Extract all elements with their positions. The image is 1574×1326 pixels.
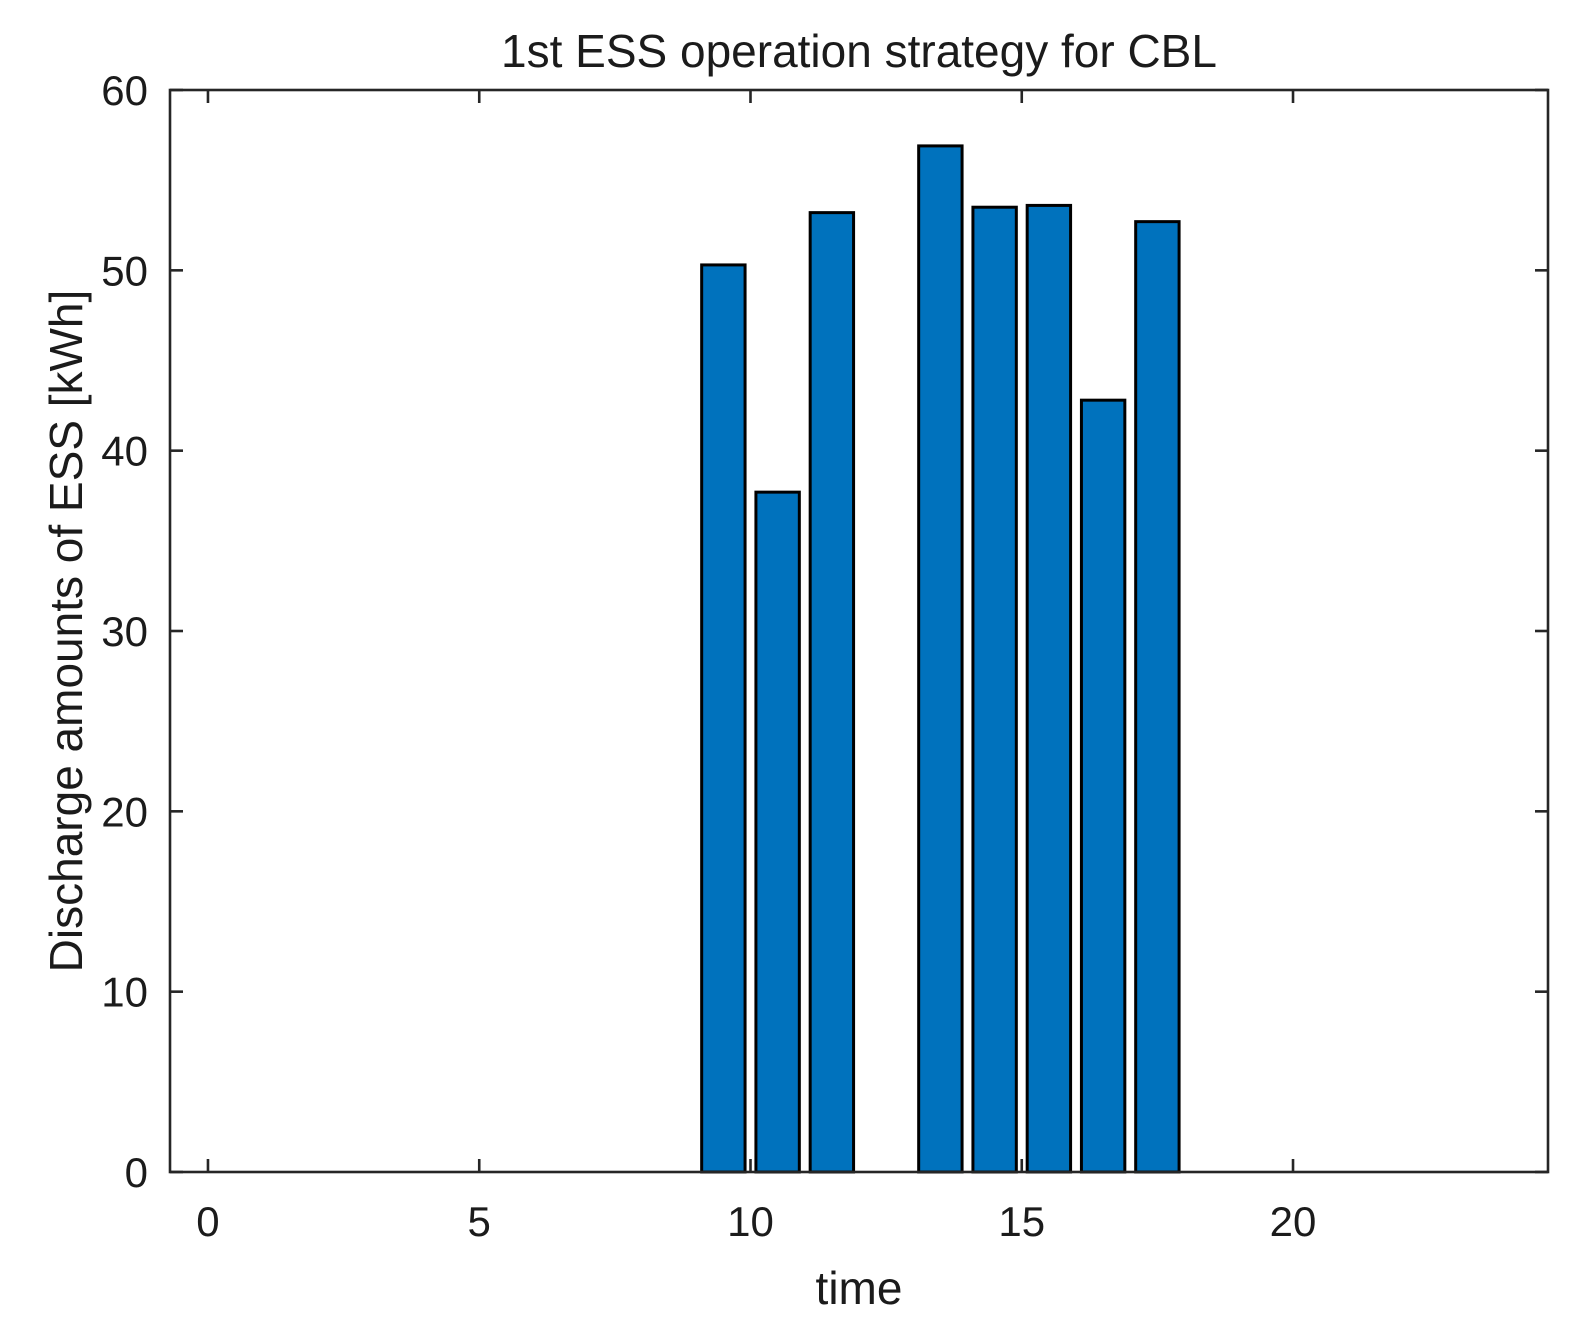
bar bbox=[1025, 203, 1073, 1174]
y-tick-label: 60 bbox=[101, 67, 148, 114]
x-tick-label: 20 bbox=[1270, 1198, 1317, 1245]
y-tick-label: 20 bbox=[101, 788, 148, 835]
bar bbox=[917, 144, 964, 1174]
bar bbox=[754, 490, 801, 1174]
y-tick-label: 10 bbox=[101, 969, 148, 1016]
x-tick-label: 5 bbox=[468, 1198, 491, 1245]
x-tick-label: 0 bbox=[196, 1198, 219, 1245]
y-tick-label: 30 bbox=[101, 608, 148, 655]
bar bbox=[808, 211, 856, 1174]
axes-box bbox=[168, 88, 1550, 1174]
bar bbox=[700, 263, 747, 1174]
y-tick-label: 40 bbox=[101, 428, 148, 475]
bar bbox=[1079, 398, 1127, 1174]
y-tick-label: 0 bbox=[125, 1149, 148, 1196]
y-tick-label: 50 bbox=[101, 247, 148, 294]
x-tick-label: 10 bbox=[727, 1198, 774, 1245]
bar bbox=[1134, 220, 1181, 1174]
chart-title: 1st ESS operation strategy for CBL bbox=[501, 25, 1217, 77]
x-tick-label: 15 bbox=[998, 1198, 1045, 1245]
bar bbox=[971, 205, 1018, 1174]
x-axis-label: time bbox=[815, 1262, 903, 1314]
